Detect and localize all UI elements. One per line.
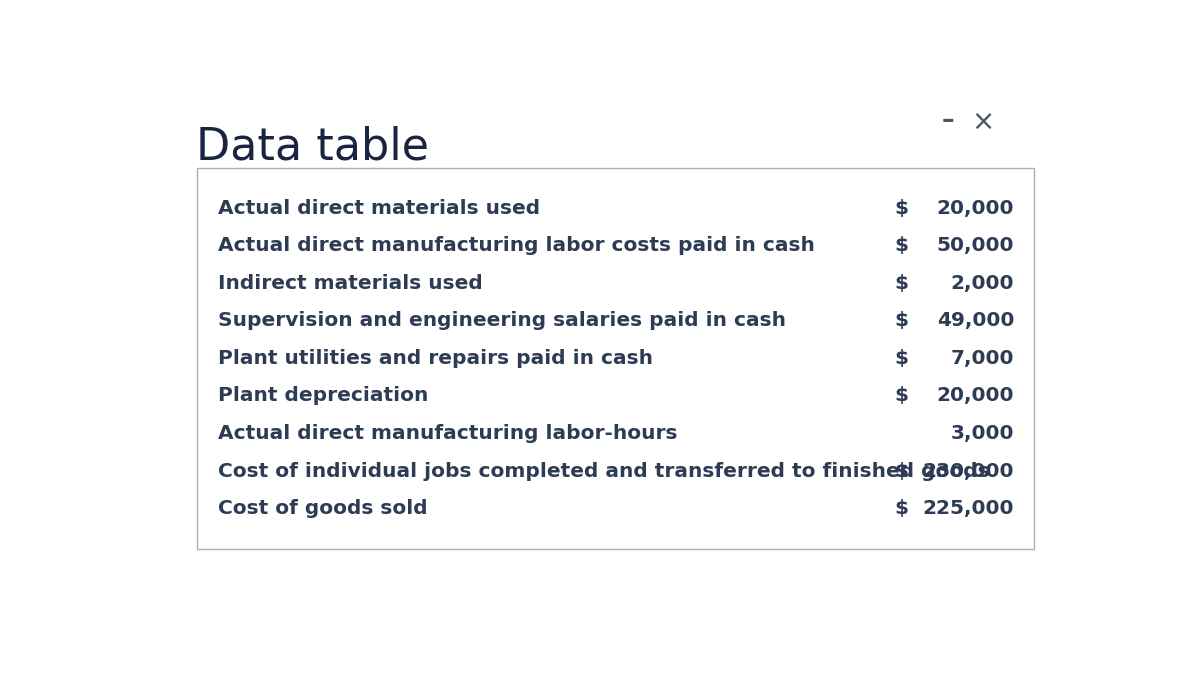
Text: 225,000: 225,000 xyxy=(923,499,1014,518)
Text: Actual direct manufacturing labor-hours: Actual direct manufacturing labor-hours xyxy=(218,424,678,443)
Text: Cost of individual jobs completed and transferred to finished goods: Cost of individual jobs completed and tr… xyxy=(218,461,990,480)
Text: 2,000: 2,000 xyxy=(950,274,1014,293)
Text: $: $ xyxy=(895,499,908,518)
Text: 49,000: 49,000 xyxy=(937,311,1014,331)
Text: Actual direct manufacturing labor costs paid in cash: Actual direct manufacturing labor costs … xyxy=(218,236,815,255)
Text: 230,000: 230,000 xyxy=(923,461,1014,480)
FancyBboxPatch shape xyxy=(197,168,1033,549)
Text: $: $ xyxy=(895,387,908,405)
Text: Cost of goods sold: Cost of goods sold xyxy=(218,499,428,518)
Text: –: – xyxy=(942,108,954,131)
Text: 20,000: 20,000 xyxy=(937,199,1014,217)
Text: Indirect materials used: Indirect materials used xyxy=(218,274,482,293)
Text: 20,000: 20,000 xyxy=(937,387,1014,405)
Text: 3,000: 3,000 xyxy=(950,424,1014,443)
Text: $: $ xyxy=(895,236,908,255)
Text: Data table: Data table xyxy=(197,125,430,168)
Text: $: $ xyxy=(895,461,908,480)
Text: $: $ xyxy=(895,311,908,331)
Text: $: $ xyxy=(895,199,908,217)
Text: Supervision and engineering salaries paid in cash: Supervision and engineering salaries pai… xyxy=(218,311,786,331)
Text: Plant utilities and repairs paid in cash: Plant utilities and repairs paid in cash xyxy=(218,349,653,368)
Text: Plant depreciation: Plant depreciation xyxy=(218,387,428,405)
Text: ×: × xyxy=(972,108,995,136)
Text: 7,000: 7,000 xyxy=(950,349,1014,368)
Text: $: $ xyxy=(895,274,908,293)
Text: 50,000: 50,000 xyxy=(937,236,1014,255)
Text: $: $ xyxy=(895,349,908,368)
Text: Actual direct materials used: Actual direct materials used xyxy=(218,199,540,217)
